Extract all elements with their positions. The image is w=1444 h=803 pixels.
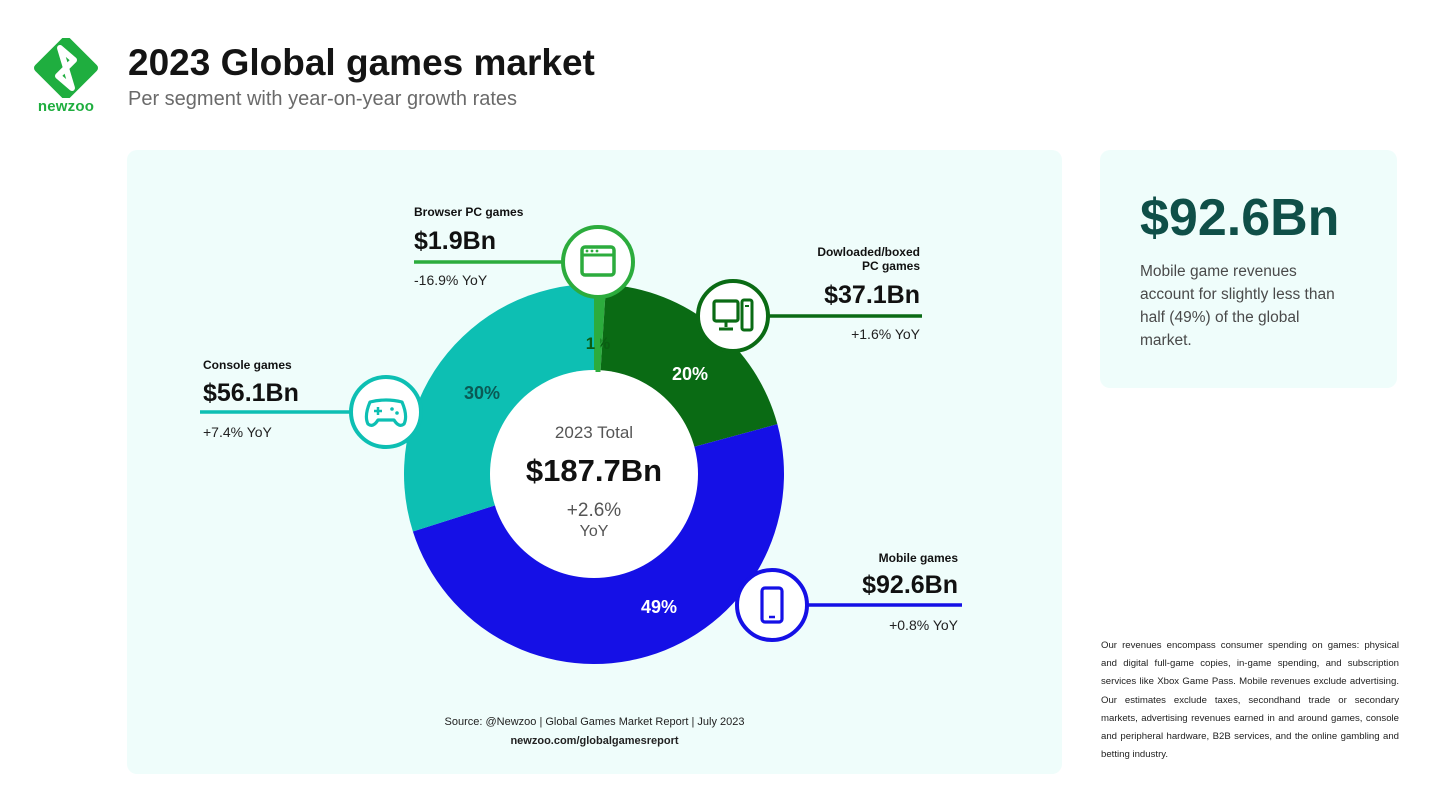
donut-chart: 2023 Total $187.7Bn +2.6% YoY 1% 20% 49%…	[200, 205, 962, 665]
center-total-growth: +2.6%	[567, 500, 622, 521]
browser-icon	[561, 225, 635, 299]
mobile-stat-description: Mobile game revenues account for slightl…	[1140, 263, 1335, 349]
center-total-value: $187.7Bn	[526, 453, 662, 488]
methodology-footnote: Our revenues encompass consumer spending…	[1101, 640, 1399, 761]
newzoo-logo-icon	[34, 36, 98, 100]
donut-hole	[490, 370, 698, 578]
console-segment-name: Console games	[203, 358, 292, 372]
console-segment-value: $56.1Bn	[203, 379, 299, 407]
browser-segment-yoy: -16.9% YoY	[414, 272, 488, 288]
source-url: newzoo.com/globalgamesreport	[510, 735, 679, 747]
center-total-label: 2023 Total	[555, 423, 633, 442]
smartphone-icon	[735, 568, 809, 642]
downloaded-segment-value: $37.1Bn	[824, 281, 920, 309]
mobile-segment-yoy: +0.8% YoY	[889, 617, 959, 633]
mobile-segment-value: $92.6Bn	[862, 571, 958, 599]
newzoo-logo-text: newzoo	[37, 98, 95, 115]
mobile-segment-name: Mobile games	[879, 551, 959, 565]
downloaded-segment-yoy: +1.6% YoY	[851, 326, 921, 342]
center-total-growth-unit: YoY	[580, 523, 609, 540]
slice-label-downloaded: 20%	[672, 364, 708, 384]
console-segment-yoy: +7.4% YoY	[203, 424, 273, 440]
page-subtitle: Per segment with year-on-year growth rat…	[128, 88, 518, 110]
mobile-stat-panel: $92.6Bn Mobile game revenues account for…	[1100, 150, 1397, 388]
page-title: 2023 Global games market	[128, 42, 595, 83]
newzoo-logo: newzoo	[30, 36, 102, 118]
slice-label-mobile: 49%	[641, 597, 677, 617]
downloaded-segment-name: Dowloaded/boxed PC games	[817, 245, 920, 273]
mobile-stat-value: $92.6Bn	[1140, 189, 1340, 247]
desktop-computer-icon	[696, 279, 770, 353]
slice-label-console: 30%	[464, 383, 500, 403]
source-citation: Source: @Newzoo | Global Games Market Re…	[444, 716, 745, 728]
browser-segment-value: $1.9Bn	[414, 227, 496, 255]
browser-segment-name: Browser PC games	[414, 205, 524, 219]
gamepad-icon	[349, 375, 423, 449]
